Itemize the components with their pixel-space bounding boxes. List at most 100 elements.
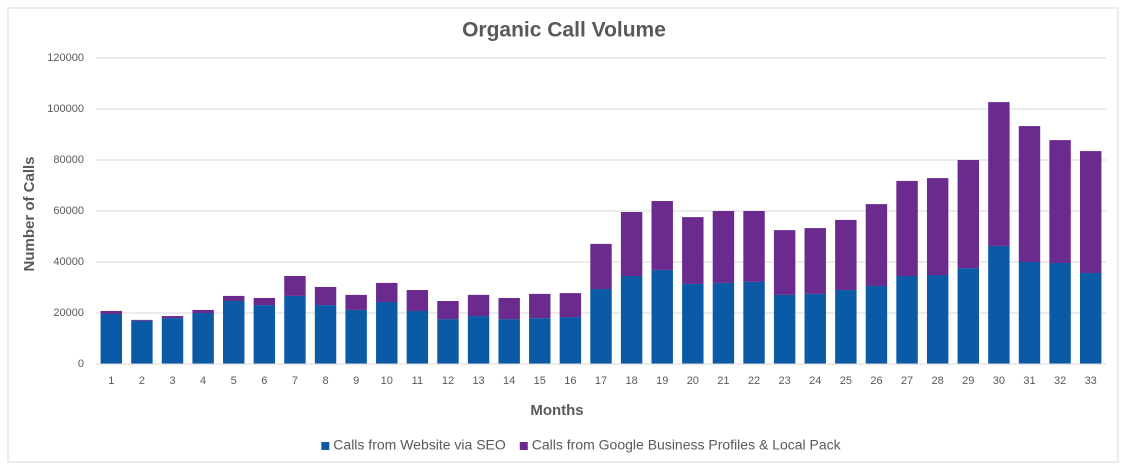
x-tick-label: 31 bbox=[1023, 375, 1035, 387]
bar-segment bbox=[192, 309, 214, 313]
bar-segment bbox=[651, 269, 673, 364]
x-tick-label: 11 bbox=[412, 375, 423, 387]
bar-segment bbox=[590, 243, 612, 290]
bar-segment bbox=[835, 290, 857, 364]
y-tick-label: 100000 bbox=[47, 103, 84, 115]
bar-segment bbox=[682, 283, 704, 364]
x-tick-label: 25 bbox=[840, 375, 852, 387]
x-tick-label: 12 bbox=[442, 375, 454, 387]
bar-segment bbox=[743, 281, 765, 364]
bar-segment bbox=[1079, 151, 1102, 273]
x-tick-label: 4 bbox=[200, 375, 206, 387]
bar-segment bbox=[100, 314, 123, 364]
bar-segment bbox=[559, 317, 582, 364]
bar-segment bbox=[406, 290, 429, 311]
y-tick-label: 20000 bbox=[53, 307, 84, 319]
bar-segment bbox=[223, 301, 245, 364]
bar-segment bbox=[896, 276, 918, 364]
x-tick-label: 24 bbox=[809, 375, 821, 387]
x-tick-label: 6 bbox=[261, 375, 267, 387]
x-tick-label: 22 bbox=[748, 375, 760, 387]
x-tick-label: 19 bbox=[656, 375, 668, 387]
bar-segment bbox=[345, 294, 367, 310]
x-tick-label: 32 bbox=[1054, 375, 1066, 387]
bar-segment bbox=[376, 282, 398, 303]
x-tick-label: 26 bbox=[870, 375, 882, 387]
x-tick-label: 15 bbox=[534, 375, 546, 387]
bar-segment bbox=[1049, 263, 1071, 364]
bar-segment bbox=[773, 294, 796, 364]
x-tick-label: 3 bbox=[169, 375, 175, 387]
y-tick-label: 40000 bbox=[53, 256, 84, 268]
legend-label: Calls from Google Business Profiles & Lo… bbox=[532, 437, 842, 453]
bar-segment bbox=[314, 305, 337, 364]
x-tick-label: 7 bbox=[292, 375, 298, 387]
y-tick-label: 0 bbox=[78, 358, 84, 370]
x-tick-label: 23 bbox=[779, 375, 791, 387]
bar-segment bbox=[253, 297, 276, 306]
bar-segment bbox=[865, 204, 888, 286]
bar-segment bbox=[376, 302, 398, 364]
x-axis-title: Months bbox=[530, 402, 583, 419]
bar-segment bbox=[437, 301, 459, 320]
bar-segment bbox=[712, 211, 735, 283]
x-tick-label: 18 bbox=[625, 375, 637, 387]
x-tick-label: 20 bbox=[687, 375, 699, 387]
bar-segment bbox=[957, 160, 979, 269]
bar-segment bbox=[957, 268, 979, 364]
legend-label: Calls from Website via SEO bbox=[333, 437, 506, 453]
bar-segment bbox=[773, 230, 796, 295]
x-tick-label: 8 bbox=[322, 375, 328, 387]
bar-segment bbox=[284, 295, 306, 364]
x-tick-label: 1 bbox=[108, 375, 114, 387]
x-tick-label: 33 bbox=[1085, 375, 1097, 387]
x-tick-label: 28 bbox=[932, 375, 944, 387]
legend-swatch bbox=[519, 442, 528, 450]
bar-segment bbox=[406, 310, 429, 364]
bar-segment bbox=[223, 295, 245, 302]
x-tick-label: 16 bbox=[564, 375, 576, 387]
bar-segment bbox=[131, 320, 153, 364]
bar-segment bbox=[467, 316, 490, 364]
x-tick-label: 14 bbox=[503, 375, 515, 387]
bar-segment bbox=[926, 275, 949, 364]
bar-segment bbox=[253, 305, 276, 364]
bar-segment bbox=[284, 276, 306, 296]
bar-segment bbox=[498, 297, 520, 320]
bar-segment bbox=[743, 211, 765, 282]
bar-segment bbox=[926, 178, 949, 276]
bar-segment bbox=[865, 285, 888, 364]
x-tick-label: 2 bbox=[139, 375, 145, 387]
bar-segment bbox=[620, 212, 643, 277]
bar-segment bbox=[498, 319, 520, 364]
bar-segment bbox=[437, 319, 459, 364]
x-tick-label: 29 bbox=[962, 375, 974, 387]
x-tick-label: 17 bbox=[595, 375, 607, 387]
bar-segment bbox=[529, 293, 551, 319]
bar-segment bbox=[804, 293, 826, 364]
bar-segment bbox=[620, 276, 643, 364]
x-tick-label: 10 bbox=[381, 375, 393, 387]
bar-segment bbox=[559, 293, 582, 318]
bar-segment bbox=[682, 217, 704, 284]
bar-segment bbox=[1018, 126, 1041, 263]
x-tick-label: 30 bbox=[993, 375, 1005, 387]
chart-frame bbox=[7, 7, 1119, 463]
bar-segment bbox=[529, 318, 551, 364]
bar-segment bbox=[345, 309, 367, 364]
bar-segment bbox=[100, 310, 123, 315]
bar-segment bbox=[896, 180, 918, 277]
bar-segment bbox=[804, 228, 826, 294]
x-tick-label: 21 bbox=[717, 375, 729, 387]
bar-segment bbox=[988, 245, 1010, 364]
x-tick-label: 9 bbox=[353, 375, 359, 387]
bar-segment bbox=[988, 102, 1010, 246]
bar-segment bbox=[192, 313, 214, 364]
x-tick-label: 27 bbox=[901, 375, 913, 387]
bar-segment bbox=[835, 219, 857, 291]
bar-segment bbox=[161, 316, 184, 319]
y-axis-title: Number of Calls bbox=[21, 156, 38, 271]
x-tick-label: 5 bbox=[231, 375, 237, 387]
bar-segment bbox=[467, 294, 490, 317]
